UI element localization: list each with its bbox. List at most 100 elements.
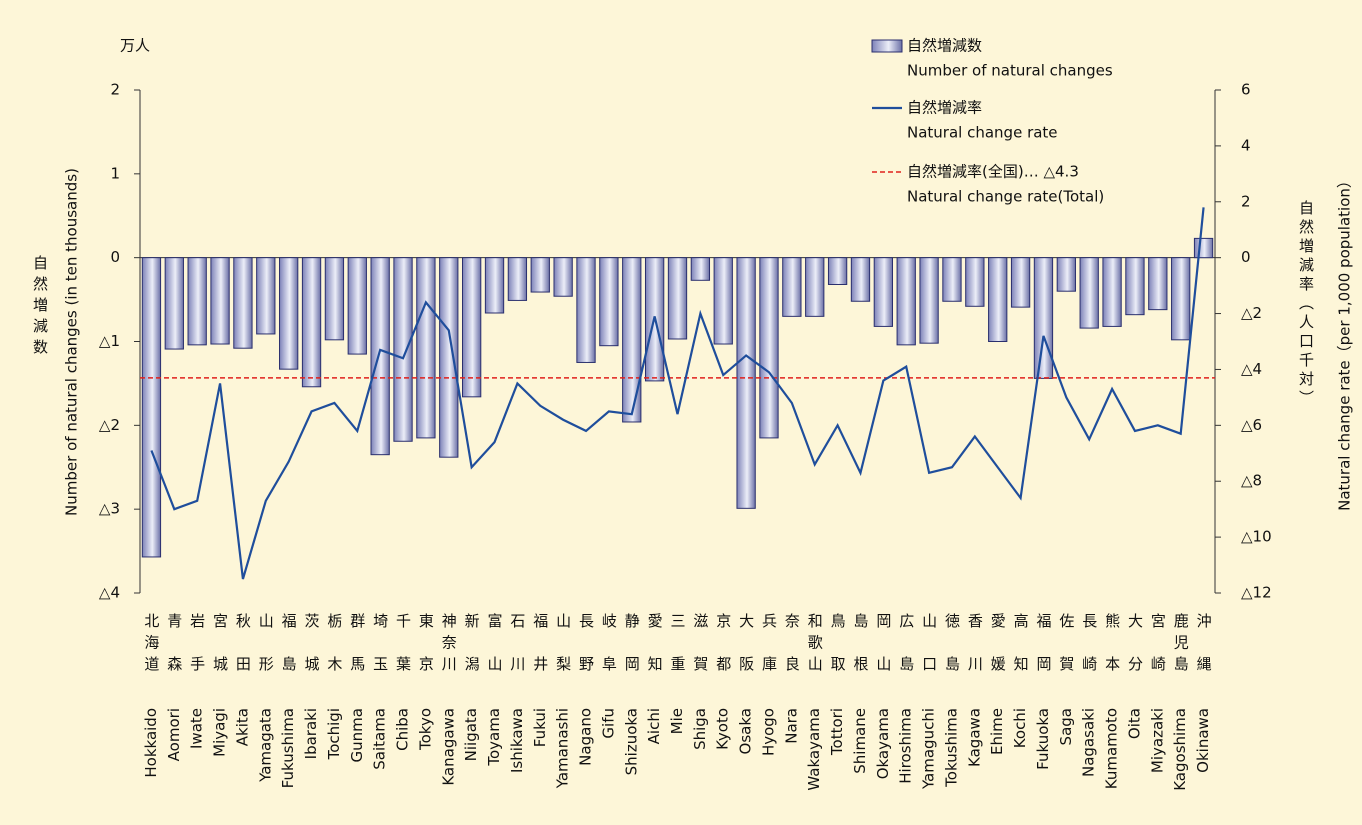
x-tick-label: Mie (668, 708, 686, 734)
bar (1193, 237, 1214, 259)
y-tick-label: 2 (110, 81, 120, 99)
y-tick-label: △2 (99, 416, 120, 434)
x-tick-label-ja: 大阪 (737, 613, 755, 699)
x-tick-label: Yamanashi (554, 708, 572, 789)
y-axis-title: Number of natural changes (in ten thousa… (63, 168, 81, 516)
bar (553, 257, 573, 297)
x-tick-label: Fukui (531, 708, 549, 747)
bar (690, 257, 711, 281)
x-tick-label: Nagasaki (1080, 708, 1098, 777)
bar (370, 257, 390, 456)
x-tick-label: Hyogo (759, 708, 777, 756)
x-tick-label: Kanagawa (439, 708, 457, 786)
x-tick-label-ja: 石川 (508, 613, 526, 699)
bar (850, 257, 871, 302)
legend-label: 自然増減数 (907, 37, 982, 55)
legend-label: 自然増減率 (907, 99, 982, 117)
x-tick-label: Akita (233, 708, 251, 746)
x-tick-label-ja: 福岡 (1034, 613, 1052, 699)
x-tick-label: Fukushima (279, 708, 297, 788)
bar (1079, 257, 1099, 329)
x-tick-label: Tokushima (942, 708, 960, 788)
bar (164, 257, 184, 350)
bar (622, 257, 642, 423)
x-tick-label-ja: 北海道 (142, 613, 160, 678)
x-tick-label-ja: 岡山 (874, 613, 892, 699)
legend-label-en: Number of natural changes (907, 62, 1113, 80)
bar (713, 257, 733, 345)
x-tick-label: Tokyo (416, 708, 434, 751)
y2-tick-label: △12 (1241, 584, 1272, 602)
y2-axis-title-ja: 自然増減率（人口千対） (1297, 200, 1315, 409)
y2-axis-title: Natural change rate（per 1,000 population… (1336, 173, 1354, 511)
y-tick-label: △1 (99, 332, 120, 350)
x-tick-label: Wakayama (805, 708, 823, 791)
bar (141, 257, 162, 558)
bar (484, 257, 505, 314)
x-tick-label: Chiba (394, 708, 412, 751)
x-tick-label-ja: 福井 (531, 613, 549, 699)
x-tick-label-ja: 神奈川 (440, 613, 458, 678)
bar (736, 257, 756, 509)
x-tick-label: Kumamoto (1103, 708, 1121, 789)
x-tick-label-ja: 香川 (966, 613, 984, 699)
bar (896, 257, 916, 346)
legend-label: 自然増減率(全国)… △4.3 (907, 163, 1079, 181)
x-tick-label-ja: 福島 (280, 613, 298, 699)
x-tick-label: Gunma (348, 708, 366, 762)
bar (301, 257, 322, 388)
y-axis-title-ja: 自然増減数 (31, 255, 49, 360)
x-tick-label-ja: 岩手 (188, 613, 206, 699)
bar (1033, 257, 1054, 379)
x-tick-label-ja: 群馬 (348, 613, 366, 699)
x-tick-label-ja: 山形 (257, 613, 275, 699)
bar (462, 257, 482, 398)
bar (1148, 257, 1168, 311)
x-tick-label: Nagano (577, 708, 595, 766)
x-tick-label: Okayama (874, 708, 892, 779)
x-tick-label: Saga (1057, 708, 1075, 745)
x-tick-label-ja: 栃木 (325, 613, 343, 699)
x-tick-label: Hiroshima (897, 708, 915, 784)
bar (1171, 257, 1191, 341)
x-tick-label: Osaka (737, 708, 755, 754)
y-tick-label: △3 (99, 500, 120, 518)
x-tick-label: Ishikawa (508, 708, 526, 773)
x-tick-label-ja: 鳥取 (829, 612, 847, 699)
x-tick-label: Kagoshima (1171, 708, 1189, 791)
unit-label: 万人 (120, 37, 150, 55)
x-tick-label-ja: 鹿児島 (1172, 613, 1190, 678)
bar (439, 257, 459, 458)
bar (805, 257, 825, 317)
bar (827, 257, 848, 285)
bar (919, 257, 939, 344)
x-tick-label: Saitama (371, 708, 389, 770)
x-tick-label: Tottori (828, 708, 846, 756)
y2-tick-label: △2 (1241, 304, 1262, 322)
x-tick-label: Oita (1125, 708, 1143, 739)
x-tick-label: Tochigi (325, 708, 343, 760)
bar (576, 257, 596, 363)
legend-label-en: Natural change rate (907, 124, 1058, 142)
bar (210, 257, 230, 345)
x-tick-label: Kyoto (714, 708, 732, 750)
bar (507, 257, 528, 301)
x-tick-label-ja: 三重 (669, 613, 687, 699)
x-tick-label-ja: 岐阜 (600, 613, 618, 699)
x-tick-label: Niigata (462, 708, 480, 761)
x-tick-label-ja: 東京 (417, 613, 435, 699)
y-tick-label: 0 (110, 248, 120, 266)
bar (416, 257, 436, 439)
x-tick-label-ja: 青森 (165, 613, 183, 699)
y2-tick-label: △6 (1241, 416, 1262, 434)
bar (667, 257, 688, 340)
x-tick-label-ja: 山梨 (554, 613, 572, 699)
y2-tick-label: 4 (1241, 136, 1251, 154)
x-tick-label-ja: 佐賀 (1057, 613, 1075, 699)
x-tick-label-ja: 山口 (920, 613, 938, 699)
bar (1102, 257, 1122, 327)
x-tick-label: Aichi (645, 708, 663, 744)
